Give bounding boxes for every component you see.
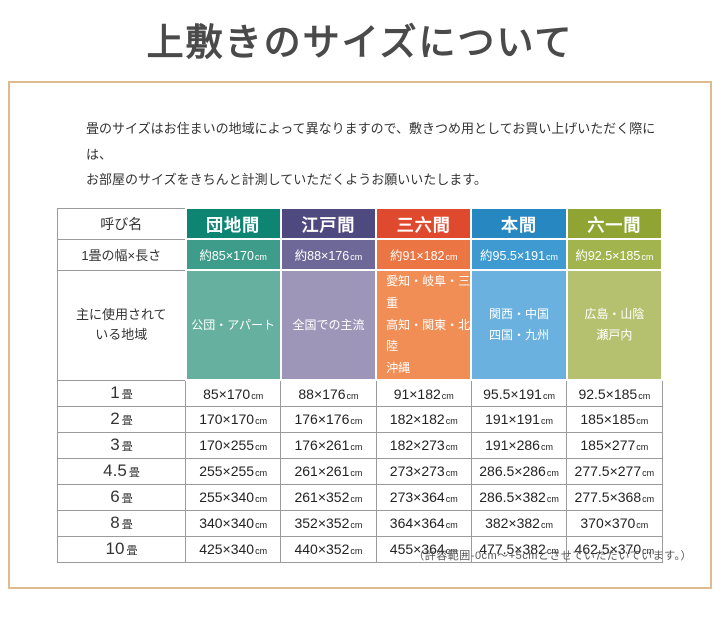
corner-header-name: 呼び名	[57, 207, 186, 240]
size-value-cell: 255×340cm	[184, 483, 282, 511]
unit-label: cm	[350, 252, 363, 263]
mat-size-cell-honma: 約95.5×191cm	[470, 238, 568, 272]
size-value-cell: 185×277cm	[566, 431, 663, 459]
mat-size-row-label: 1畳の幅×長さ	[57, 238, 186, 271]
size-value-cell: 286.5×382cm	[470, 483, 568, 511]
table-row-3-mat: 3 畳 170×255cm 176×261cm 182×273cm 191×286cm 18…	[57, 431, 663, 459]
size-value-cell: 277.5×277cm	[566, 457, 663, 485]
mat-size-row: 1畳の幅×長さ 約85×170cm 約88×176cm 約91×182cm 約9…	[57, 238, 664, 272]
mat-size-value: 約92.5×185	[575, 249, 641, 264]
size-value-cell: 88×176cm	[280, 379, 377, 407]
row-label: 4.5 畳	[57, 457, 186, 485]
table-row-8-mat: 8 畳 340×340cm 352×352cm 364×364cm 382×382cm 37…	[57, 509, 663, 537]
tatami-size-table: 呼び名 団地間 江戸間 三六間 本間 六一間 1畳の幅×長さ 約85×170cm…	[57, 207, 664, 563]
size-value-cell: 170×255cm	[184, 431, 282, 459]
region-row: 主に使用されて いる地域 公団・アパート 全国での主流 愛知・岐阜・三重 高知・関東…	[57, 269, 664, 382]
table-row-10-mat: 10 畳 425×340cm 440×352cm 455×364cm 477.5×382c…	[57, 535, 663, 563]
size-value-cell: 95.5×191cm	[470, 379, 568, 407]
table-row-6-mat: 6 畳 255×340cm 261×352cm 273×364cm 286.5×382cm…	[57, 483, 663, 511]
region-cell-danchima: 公団・アパート	[184, 269, 282, 382]
size-value-cell: 182×182cm	[375, 405, 472, 433]
column-header-honma: 本間	[470, 207, 568, 241]
region-cell-edoma: 全国での主流	[279, 269, 378, 382]
table-row-4.5-mat: 4.5 畳 255×255cm 261×261cm 273×273cm 286.5×286…	[57, 457, 663, 485]
size-value-cell: 92.5×185cm	[566, 379, 663, 407]
size-value-cell: 340×340cm	[184, 509, 282, 537]
size-value-cell: 286.5×286cm	[470, 457, 568, 485]
region-cell-sanrokuma: 愛知・岐阜・三重 高知・関東・北陸 沖縄	[375, 269, 473, 382]
region-row-label: 主に使用されて いる地域	[57, 269, 186, 381]
size-value-cell: 425×340cm	[184, 535, 282, 563]
table-header-row: 呼び名 団地間 江戸間 三六間 本間 六一間	[57, 207, 664, 241]
mat-size-cell-danchima: 約85×170cm	[184, 238, 282, 272]
size-value-cell: 176×261cm	[280, 431, 377, 459]
size-value-cell: 85×170cm	[184, 379, 282, 407]
intro-text: 畳のサイズはお住まいの地域によって異なりますので、敷きつめ用としてお買い上げいた…	[86, 121, 656, 188]
size-value-cell: 382×382cm	[470, 509, 568, 537]
size-value-cell: 176×176cm	[280, 405, 377, 433]
size-value-cell: 191×191cm	[470, 405, 568, 433]
size-value-cell: 370×370cm	[566, 509, 663, 537]
table-row-1-mat: 1 畳 85×170cm 88×176cm 91×182cm 95.5×191cm 92.5…	[57, 379, 663, 407]
table-row-2-mat: 2 畳 170×170cm 176×176cm 182×182cm 191×191cm 18…	[57, 405, 663, 433]
mat-size-value: 約85×170	[199, 249, 254, 264]
mat-size-value: 約95.5×191	[480, 249, 546, 264]
mat-size-cell-edoma: 約88×176cm	[279, 238, 378, 272]
size-value-cell: 277.5×368cm	[566, 483, 663, 511]
region-cell-honma: 関西・中国 四国・九州	[470, 269, 568, 382]
size-value-cell: 440×352cm	[280, 535, 377, 563]
size-value-cell: 364×364cm	[375, 509, 472, 537]
unit-label: cm	[254, 252, 267, 263]
unit-label: cm	[445, 252, 458, 263]
unit-label: cm	[641, 252, 654, 263]
size-value-cell: 185×185cm	[566, 405, 663, 433]
mat-size-value: 約91×182	[389, 249, 445, 264]
region-cell-rokuichima: 広島・山陰 瀬戸内	[565, 269, 664, 382]
size-data-rows: 1 畳 85×170cm 88×176cm 91×182cm 95.5×191cm 92.5…	[57, 379, 663, 563]
size-value-cell: 91×182cm	[375, 379, 472, 407]
size-value-cell: 477.5×382cm	[470, 535, 568, 563]
unit-label: cm	[546, 252, 559, 263]
size-value-cell: 273×273cm	[375, 457, 472, 485]
table-head-section: 呼び名 団地間 江戸間 三六間 本間 六一間 1畳の幅×長さ 約85×170cm…	[57, 207, 664, 382]
column-header-sanrokuma: 三六間	[375, 207, 473, 241]
size-value-cell: 182×273cm	[375, 431, 472, 459]
page: 上敷きのサイズについて 畳のサイズはお住まいの地域によって異なりますので、敷きつ…	[0, 22, 720, 590]
row-label: 10 畳	[57, 535, 186, 563]
size-value-cell: 455×364cm	[375, 535, 472, 563]
size-value-cell: 352×352cm	[280, 509, 377, 537]
column-header-edoma: 江戸間	[279, 207, 378, 241]
tolerance-footnote: （許容範囲-0cm～+5cmとさせていただいています。）	[413, 550, 692, 563]
size-value-cell: 261×352cm	[280, 483, 377, 511]
content-panel: 畳のサイズはお住まいの地域によって異なりますので、敷きつめ用としてお買い上げいた…	[8, 81, 712, 590]
size-value-cell: 462.5×370cm	[566, 535, 663, 563]
size-value-cell: 191×286cm	[470, 431, 568, 459]
size-value-cell: 170×170cm	[184, 405, 282, 433]
mat-size-value: 約88×176	[294, 249, 350, 264]
size-value-cell: 261×261cm	[280, 457, 377, 485]
mat-size-cell-sanrokuma: 約91×182cm	[375, 238, 473, 272]
column-header-danchima: 団地間	[184, 207, 282, 241]
column-header-rokuichima: 六一間	[565, 207, 664, 241]
mat-size-cell-rokuichima: 約92.5×185cm	[565, 238, 664, 272]
page-title: 上敷きのサイズについて	[146, 23, 574, 64]
size-value-cell: 273×364cm	[375, 483, 472, 511]
size-value-cell: 255×255cm	[184, 457, 282, 485]
